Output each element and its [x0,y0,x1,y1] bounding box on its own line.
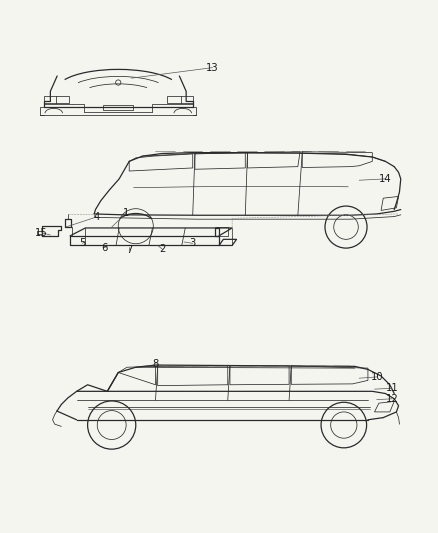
Text: 5: 5 [79,238,85,248]
Text: 6: 6 [101,243,107,253]
Text: 11: 11 [385,383,399,393]
Text: 12: 12 [385,394,399,404]
Text: 15: 15 [35,228,48,238]
Text: 7: 7 [126,245,132,255]
Text: 10: 10 [371,372,384,382]
Text: 3: 3 [190,238,196,248]
Text: 13: 13 [206,63,219,72]
Text: 8: 8 [152,359,159,369]
Text: 14: 14 [379,174,392,184]
Text: 1: 1 [123,208,129,218]
Text: 2: 2 [159,244,165,254]
Text: 4: 4 [93,212,99,222]
